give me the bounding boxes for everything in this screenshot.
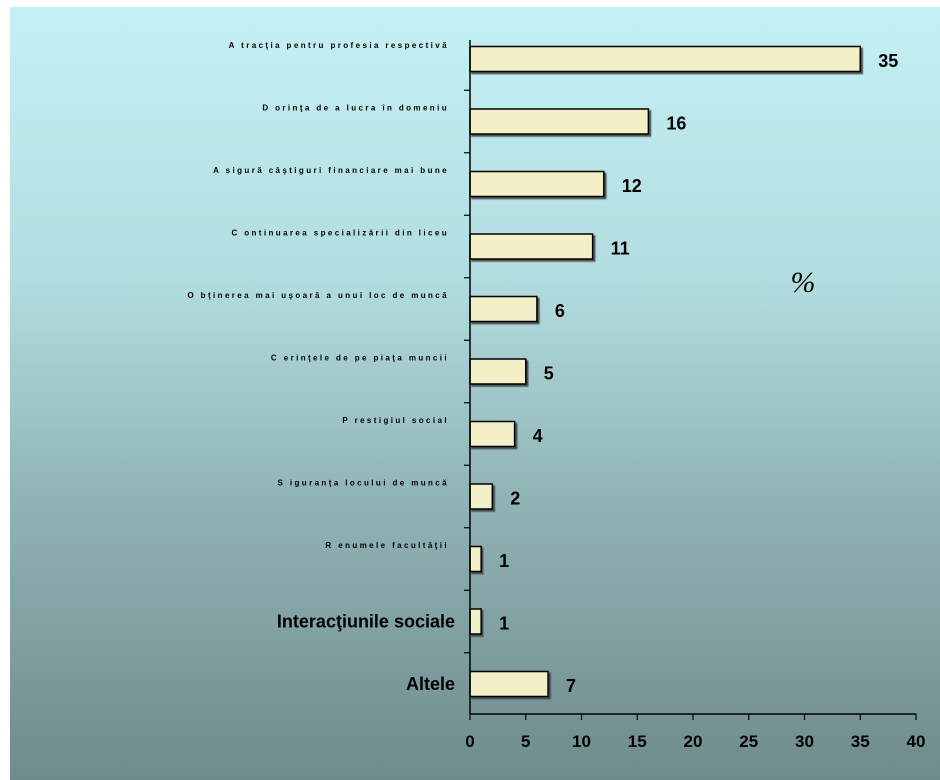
data-label: 4 [533, 426, 543, 446]
bar [469, 420, 516, 448]
bars-layer [469, 45, 861, 698]
data-label: 2 [510, 489, 520, 509]
category-label: C ontinuarea specializării din liceu [231, 229, 449, 238]
data-label: 35 [878, 51, 898, 71]
labels-layer: A tracţia pentru profesia respectivă 35 D … [187, 41, 925, 751]
category-label: A tracţia pentru profesia respectivă [229, 41, 449, 50]
x-tick-label: 40 [907, 732, 926, 751]
data-label: 1 [499, 551, 509, 571]
bar [469, 170, 605, 198]
category-label: C erinţele de pe piaţa muncii [271, 354, 449, 363]
data-label: 6 [555, 301, 565, 321]
unit-label: % [791, 266, 816, 299]
data-label: 7 [566, 676, 576, 696]
category-label: O bţinerea mai uşoară a unui loc de munc… [187, 291, 449, 300]
category-label: P restigiul social [342, 416, 449, 425]
x-tick-label: 5 [521, 732, 530, 751]
category-label: D orinţa de a lucra în domeniu [262, 104, 449, 113]
x-tick-label: 35 [851, 732, 870, 751]
category-label: Altele [406, 674, 455, 694]
bar [469, 670, 549, 698]
bar [469, 45, 861, 73]
axes-layer [464, 40, 917, 720]
category-label: Interacţiunile sociale [277, 612, 455, 632]
x-tick-label: 30 [795, 732, 814, 751]
x-tick-label: 0 [465, 732, 474, 751]
x-tick-label: 15 [628, 732, 647, 751]
bar [469, 295, 538, 323]
data-label: 5 [544, 364, 554, 384]
data-label: 11 [611, 239, 630, 259]
x-tick-label: 20 [684, 732, 703, 751]
bar [469, 108, 650, 135]
bar [469, 483, 494, 510]
category-label: R enumele facultăţii [325, 541, 449, 550]
bar [469, 545, 482, 573]
category-label: S iguranţa locului de muncă [278, 479, 449, 488]
data-label: 1 [499, 614, 509, 634]
x-tick-label: 10 [572, 732, 591, 751]
data-label: 16 [666, 114, 686, 134]
data-label: 12 [622, 176, 642, 196]
bar [469, 358, 527, 385]
x-tick-label: 25 [739, 732, 758, 751]
category-label: A sigură câştiguri financiare mai bune [213, 166, 449, 175]
bar [469, 233, 594, 260]
chart-background [10, 7, 940, 780]
bar [469, 608, 482, 635]
